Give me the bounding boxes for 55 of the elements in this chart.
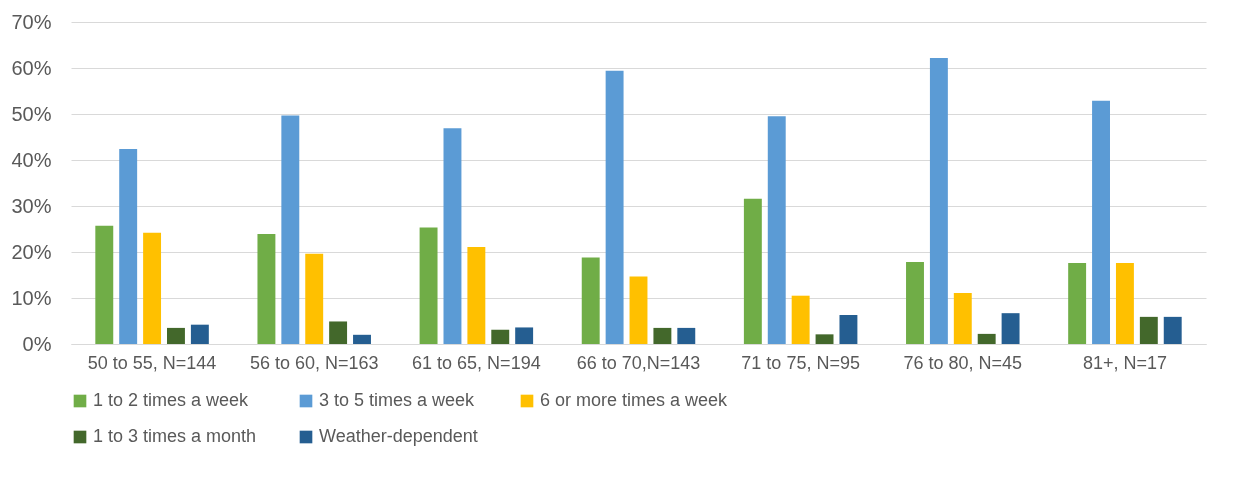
bar	[929, 57, 948, 344]
bar	[143, 232, 162, 344]
bar	[167, 327, 185, 344]
bar	[839, 315, 858, 344]
bar	[953, 292, 972, 344]
x-tick-label: 61 to 65, N=194	[412, 352, 541, 373]
bar	[815, 334, 834, 344]
bar	[1001, 313, 1020, 344]
x-tick-label: 71 to 75, N=95	[741, 352, 860, 373]
bar	[977, 333, 996, 344]
y-tick-label: 70%	[11, 10, 52, 33]
bar	[281, 115, 300, 344]
x-tick-label: 81+, N=17	[1082, 352, 1167, 373]
bar	[677, 327, 696, 344]
bar	[605, 70, 624, 344]
bar	[791, 295, 810, 344]
x-tick-label: 56 to 60, N=163	[249, 352, 379, 373]
y-tick-label: 60%	[11, 56, 52, 79]
bar	[443, 128, 462, 344]
bar	[581, 257, 600, 344]
legend-label: Weather-dependent	[319, 426, 478, 446]
y-tick-label: 40%	[11, 148, 52, 171]
bar	[305, 253, 324, 344]
bar	[95, 225, 114, 344]
bar	[329, 321, 348, 344]
legend-label: 3 to 5 times a week	[319, 390, 476, 410]
bar	[653, 327, 672, 344]
y-tick-label: 10%	[11, 286, 52, 309]
bar	[1068, 263, 1087, 344]
bar	[767, 116, 786, 344]
bar	[906, 262, 924, 344]
bar	[419, 227, 438, 344]
legend-label: 6 or more times a week	[540, 390, 729, 410]
bar	[743, 198, 762, 344]
bar	[257, 234, 276, 344]
bar	[1139, 316, 1158, 344]
bar	[629, 276, 648, 344]
bar	[1163, 316, 1182, 344]
x-tick-label: 66 to 70,N=143	[576, 352, 701, 373]
bar	[353, 334, 371, 344]
bar	[467, 246, 486, 344]
x-tick-label: 76 to 80, N=45	[903, 352, 1023, 373]
bar	[1115, 263, 1134, 344]
y-tick-label: 50%	[11, 102, 52, 125]
bar	[491, 329, 510, 344]
bar	[190, 324, 209, 344]
y-tick-label: 30%	[11, 194, 52, 217]
y-tick-label: 0%	[22, 332, 52, 355]
legend-label: 1 to 2 times a week	[93, 390, 250, 410]
bar	[515, 327, 534, 344]
y-tick-label: 20%	[11, 240, 52, 263]
x-tick-label: 50 to 55, N=144	[87, 352, 217, 373]
bar	[119, 148, 138, 344]
bar	[1092, 100, 1110, 344]
legend-label: 1 to 3 times a month	[93, 426, 257, 446]
